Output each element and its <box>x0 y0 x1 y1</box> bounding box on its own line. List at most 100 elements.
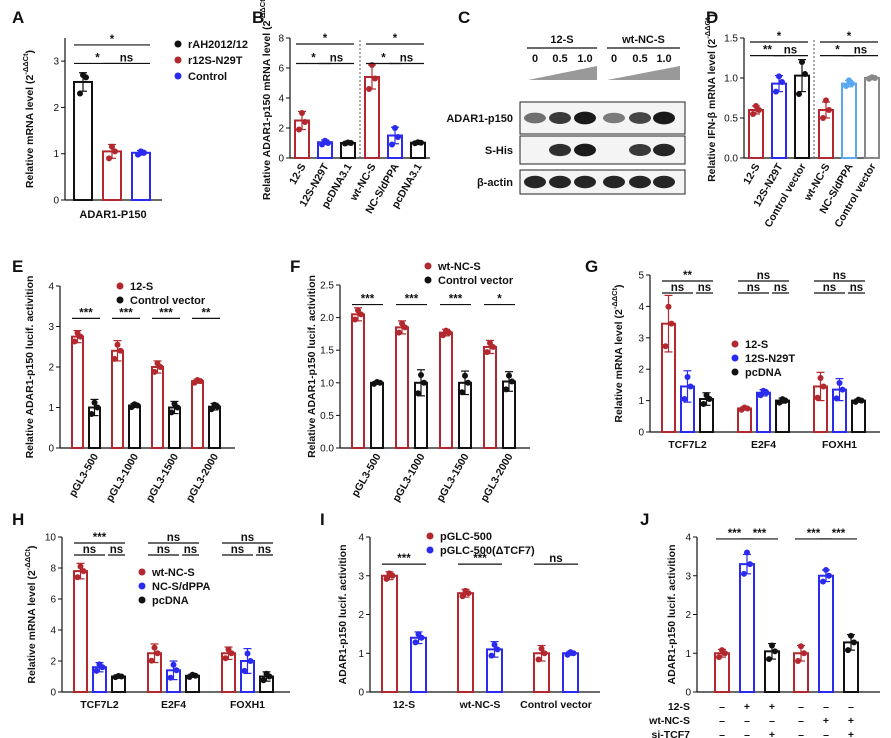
bar <box>73 570 88 693</box>
y-tick-label: 1 <box>53 149 59 160</box>
data-point <box>112 148 118 155</box>
data-point <box>421 379 427 386</box>
y-tick-label: 1 <box>638 396 644 407</box>
x-tick-label: E2F4 <box>751 439 776 451</box>
data-point <box>106 155 112 162</box>
sig-label: *** <box>405 294 419 306</box>
sig-label: ns <box>400 53 413 65</box>
y-axis-label-text: Relative IFN-β mRNA level (2-ΔΔCt) <box>703 14 718 182</box>
data-point <box>459 593 466 600</box>
data-point <box>851 639 857 646</box>
x-tick-label: pGL3-500 <box>67 451 101 499</box>
data-point <box>772 648 778 655</box>
data-point <box>74 329 81 336</box>
data-point <box>171 400 178 407</box>
data-point <box>77 563 84 570</box>
panel-label: E <box>12 257 23 276</box>
data-point <box>415 139 421 146</box>
legend-marker <box>138 568 146 576</box>
condition-value: – <box>798 715 804 727</box>
bar <box>73 80 93 201</box>
data-point <box>80 72 86 79</box>
condition-value: – <box>744 729 750 738</box>
data-point <box>412 639 419 646</box>
bar <box>756 391 771 433</box>
data-point <box>801 650 807 657</box>
sig-label: *** <box>159 307 173 319</box>
sig-label: ns <box>850 282 863 294</box>
y-tick-label: 0.0 <box>320 444 334 455</box>
data-point <box>299 110 305 116</box>
legend-label: 12S-N29T <box>745 353 795 365</box>
condition-value: – <box>719 701 725 713</box>
data-point <box>462 587 469 594</box>
x-tick-label: pGL3-1500 <box>144 451 181 504</box>
sig-label: * <box>311 53 316 65</box>
data-point <box>684 374 691 381</box>
sig-label: ns <box>774 282 787 294</box>
sig-label: ns <box>671 282 684 294</box>
sig-label: ns <box>833 270 846 282</box>
data-point <box>820 578 826 585</box>
panel-C: C 12-S wt-NC-S 0 0.5 1.0 0 0.5 1.0 ADAR1-p150 S-Hi… <box>446 8 686 195</box>
legend-marker <box>174 72 182 80</box>
legend-marker <box>731 368 739 376</box>
data-point <box>94 404 101 411</box>
bar <box>748 109 764 159</box>
data-point <box>541 650 548 657</box>
legend-label: rAH2012/12 <box>188 39 248 51</box>
y-tick-label: 4 <box>685 533 691 544</box>
data-point <box>415 631 422 638</box>
data-point <box>168 409 175 416</box>
condition-value: – <box>719 715 725 727</box>
x-tick-label: 12-S <box>741 162 762 187</box>
data-point <box>494 646 501 653</box>
y-tick-label: 3 <box>358 571 364 582</box>
data-point <box>535 656 542 663</box>
data-point <box>443 327 449 334</box>
data-point <box>396 329 402 336</box>
condition-value: + <box>823 715 829 727</box>
data-point <box>662 343 669 350</box>
data-point <box>345 139 351 146</box>
group-label: wt-NC-S <box>621 34 665 46</box>
blot-band <box>603 112 625 124</box>
y-tick-label: 0 <box>48 444 54 455</box>
bar <box>71 335 84 449</box>
sig-label: ns <box>120 52 133 64</box>
panel-label: D <box>706 8 718 27</box>
data-point <box>716 654 722 661</box>
condition-value: – <box>798 729 804 738</box>
x-tick-label: FOXH1 <box>230 699 265 711</box>
data-point <box>823 97 829 104</box>
y-tick-label: 4 <box>50 626 56 637</box>
sig-label: ** <box>683 270 692 282</box>
y-tick-label: 2 <box>638 365 644 376</box>
data-point <box>80 568 87 575</box>
data-point <box>211 401 218 408</box>
sig-label: * <box>847 31 852 43</box>
y-tick-label: 2.0 <box>320 313 334 324</box>
data-point <box>389 141 395 148</box>
x-tick-label: pGL3-1000 <box>390 451 427 504</box>
y-tick-label: 0.5 <box>724 114 738 125</box>
data-point <box>538 645 545 652</box>
condition-value: – <box>798 701 804 713</box>
data-point <box>779 396 786 403</box>
y-tick-label: 1.5 <box>320 346 334 357</box>
sig-label: * <box>777 31 782 43</box>
data-point <box>386 570 393 577</box>
bar <box>818 574 834 693</box>
data-point <box>848 632 854 639</box>
data-point <box>459 389 465 396</box>
data-point <box>154 360 161 367</box>
y-tick-label: 2 <box>278 124 284 135</box>
data-point <box>114 341 121 348</box>
bar <box>771 82 787 159</box>
data-point <box>173 667 180 674</box>
panel-label: B <box>252 8 264 27</box>
group-label: 12-S <box>550 34 573 46</box>
sig-label: * <box>381 53 386 65</box>
bar <box>131 151 151 202</box>
y-axis-label: Relative mRNA level (2-ΔΔCt) <box>610 284 625 422</box>
